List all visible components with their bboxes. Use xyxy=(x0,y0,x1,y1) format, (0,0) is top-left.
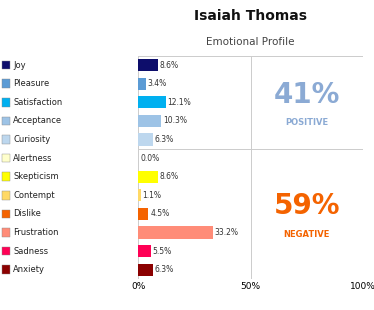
Text: 33.2%: 33.2% xyxy=(215,228,239,237)
Bar xyxy=(138,78,146,90)
Text: Contempt: Contempt xyxy=(13,191,55,200)
Text: 6.3%: 6.3% xyxy=(154,265,174,274)
Text: Joy: Joy xyxy=(13,60,26,70)
Text: 0.0%: 0.0% xyxy=(140,153,159,163)
Text: Skepticism: Skepticism xyxy=(13,172,59,181)
Text: 12.1%: 12.1% xyxy=(167,98,191,107)
Bar xyxy=(138,226,213,239)
Text: NEGATIVE: NEGATIVE xyxy=(283,230,330,239)
Text: 59%: 59% xyxy=(273,193,340,220)
Text: Emotional Profile: Emotional Profile xyxy=(206,37,295,47)
Bar xyxy=(138,96,166,108)
Text: Dislike: Dislike xyxy=(13,209,41,219)
Text: Alertness: Alertness xyxy=(13,153,53,163)
Text: Frustration: Frustration xyxy=(13,228,59,237)
Text: Anxiety: Anxiety xyxy=(13,265,45,274)
Bar xyxy=(138,133,153,146)
Text: 41%: 41% xyxy=(273,81,340,109)
Text: Curiosity: Curiosity xyxy=(13,135,50,144)
Bar xyxy=(138,170,158,183)
Text: 6.3%: 6.3% xyxy=(154,135,174,144)
Text: 5.5%: 5.5% xyxy=(153,246,172,256)
Text: Satisfaction: Satisfaction xyxy=(13,98,62,107)
Bar xyxy=(138,59,158,71)
Bar xyxy=(138,245,151,257)
Bar xyxy=(138,115,162,127)
Text: 4.5%: 4.5% xyxy=(150,209,169,219)
Text: 10.3%: 10.3% xyxy=(163,116,187,126)
Text: Isaiah Thomas: Isaiah Thomas xyxy=(194,9,307,23)
Text: 8.6%: 8.6% xyxy=(159,60,179,70)
Text: Acceptance: Acceptance xyxy=(13,116,62,126)
Text: 1.1%: 1.1% xyxy=(142,191,162,200)
Text: Sadness: Sadness xyxy=(13,246,48,256)
Text: Pleasure: Pleasure xyxy=(13,79,49,88)
Bar xyxy=(138,208,148,220)
Text: POSITIVE: POSITIVE xyxy=(285,118,328,127)
Text: 3.4%: 3.4% xyxy=(148,79,167,88)
Bar xyxy=(138,189,141,202)
Text: 8.6%: 8.6% xyxy=(159,172,179,181)
Bar xyxy=(138,264,153,276)
